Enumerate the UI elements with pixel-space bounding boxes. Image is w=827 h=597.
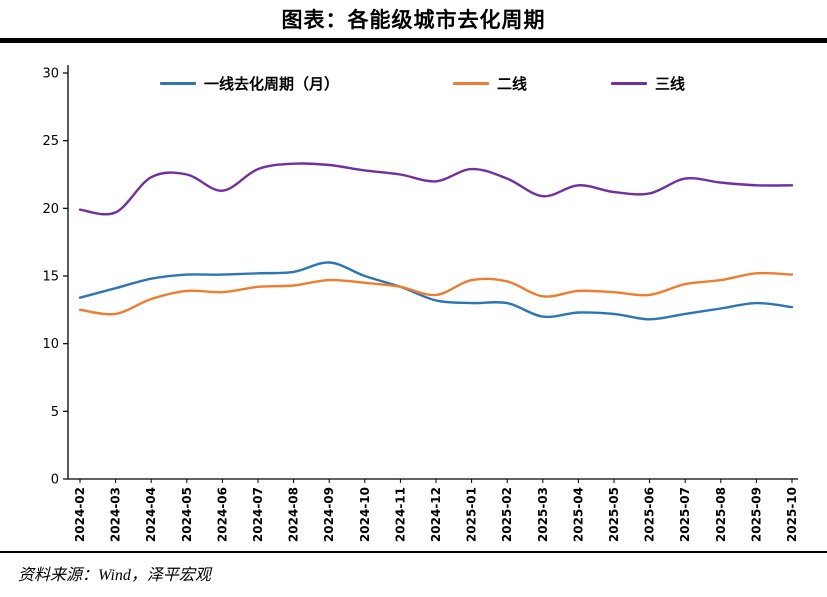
y-tick-label: 25	[42, 134, 59, 149]
series-line-2	[78, 162, 794, 216]
chart-area: 一线去化周期（月） 二线 三线 0 5 10 15 20 25 30 2024-02 2024-…	[0, 43, 827, 551]
x-tick-label: 2024-02	[73, 487, 87, 542]
source-note: 资料来源：Wind，泽平宏观	[18, 567, 211, 584]
x-tick-label: 2025-02	[500, 487, 514, 542]
x-tick-label: 2025-05	[607, 487, 621, 542]
legend-line-swatch-tier2	[453, 81, 489, 85]
x-tick-label: 2024-09	[322, 487, 336, 542]
series-line-0	[78, 261, 794, 321]
line-chart: 0 5 10 15 20 25 30 2024-02 2024-03 2024-04 2024-05…	[42, 65, 799, 542]
bottom-divider	[0, 551, 827, 553]
legend-item-tier2: 二线	[453, 75, 528, 93]
x-tick-label: 2025-01	[465, 487, 479, 542]
y-tick-label: 30	[42, 67, 59, 82]
y-tick-label: 10	[42, 337, 59, 352]
x-tick-label: 2025-08	[714, 487, 728, 542]
series-line-1	[78, 271, 794, 316]
x-tick-label: 2024-06	[215, 487, 229, 542]
top-divider	[0, 38, 827, 43]
y-tick-label: 0	[51, 473, 59, 488]
legend-label-tier3: 三线	[655, 75, 686, 93]
legend-line-swatch-tier3	[611, 81, 647, 85]
legend-item-tier3: 三线	[611, 75, 686, 93]
x-tick-label: 2024-08	[287, 487, 301, 542]
x-tick-label: 2024-05	[180, 487, 194, 542]
x-tick-label: 2025-07	[678, 487, 692, 542]
x-tick-label: 2024-10	[358, 487, 372, 542]
x-tick-label: 2024-07	[251, 487, 265, 542]
y-tick-label: 5	[51, 405, 59, 420]
legend-line-swatch-tier1	[160, 81, 196, 85]
legend-item-tier1: 一线去化周期（月）	[160, 75, 340, 93]
page-title: 图表：各能级城市去化周期	[281, 9, 546, 32]
y-tick-label: 20	[42, 202, 59, 217]
x-tick-label: 2025-04	[571, 487, 585, 542]
legend-label-tier2: 二线	[497, 75, 528, 93]
x-tick-label: 2025-10	[785, 487, 799, 542]
x-tick-label: 2024-04	[144, 487, 158, 542]
x-tick-label: 2024-12	[429, 487, 443, 542]
x-tick-label: 2025-06	[643, 487, 657, 542]
y-tick-label: 15	[42, 270, 59, 285]
legend-label-tier1: 一线去化周期（月）	[204, 75, 340, 93]
x-tick-label: 2024-11	[393, 487, 407, 542]
x-tick-label: 2024-03	[109, 487, 123, 542]
x-tick-label: 2025-09	[749, 487, 763, 542]
x-tick-label: 2025-03	[536, 487, 550, 542]
